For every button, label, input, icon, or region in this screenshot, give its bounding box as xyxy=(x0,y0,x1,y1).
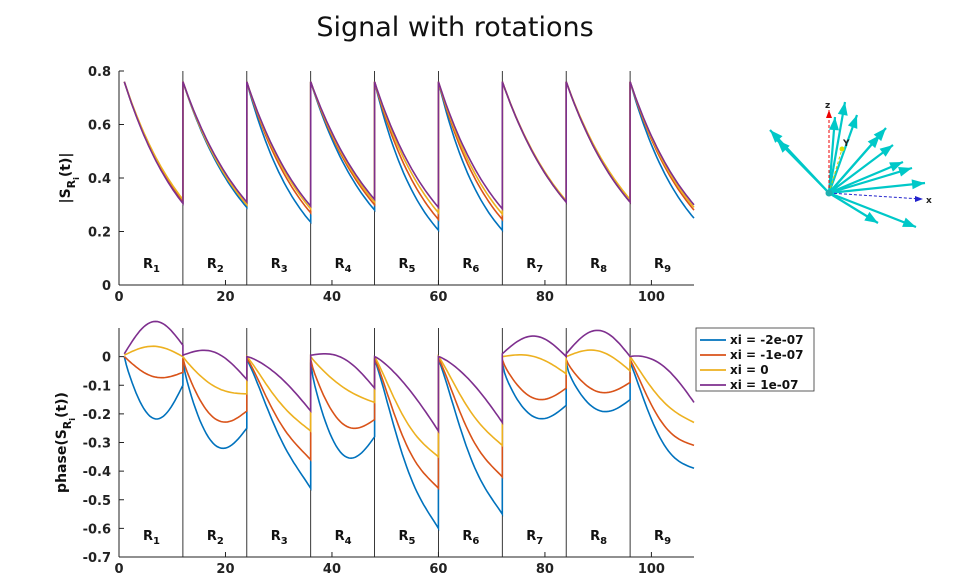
mag-y-axis-label: |SRi(t)| xyxy=(58,152,81,203)
rotation-arrow xyxy=(828,144,894,194)
magnitude-series-line xyxy=(123,81,695,217)
phase-y-tick-label: -0.3 xyxy=(83,437,111,452)
mag-x-tick-label: 100 xyxy=(638,290,665,305)
rotation-arrowhead xyxy=(829,117,839,131)
phase-x-tick-label: 20 xyxy=(216,562,234,577)
magnitude-series-line xyxy=(123,81,695,212)
phase-y-tick-label: -0.4 xyxy=(83,465,111,480)
mag-x-tick-label: 20 xyxy=(216,290,234,305)
phase-series-line xyxy=(123,345,695,459)
rotation-arrowhead xyxy=(889,162,903,172)
y-axis-line xyxy=(828,148,843,194)
phase-region-label: R8 xyxy=(590,529,607,547)
phase-y-axis-label: phase(SRi(t)) xyxy=(54,392,77,493)
rotation-arrowhead xyxy=(777,140,790,153)
rotation-arrow xyxy=(827,114,859,194)
phase-region-label: R1 xyxy=(143,529,160,547)
x-axis-arrowhead xyxy=(915,196,923,202)
magnitude-series-line xyxy=(123,81,695,233)
mag-region-label: R2 xyxy=(207,257,224,275)
mag-x-tick-label: 60 xyxy=(429,290,447,305)
rotation-arrow xyxy=(828,127,887,194)
mag-x-tick-label: 80 xyxy=(536,290,554,305)
legend-entry: xi = 0 xyxy=(730,363,769,377)
mag-region-label: R6 xyxy=(462,257,479,275)
phase-region-label: R5 xyxy=(399,529,416,547)
rotation-arrowhead xyxy=(879,145,893,157)
chart-title: Signal with rotations xyxy=(316,12,594,43)
phase-region-label: R4 xyxy=(335,529,352,547)
phase-region-label: R9 xyxy=(654,529,671,547)
phase-x-tick-label: 60 xyxy=(429,562,447,577)
mag-y-tick-label: 0.2 xyxy=(88,226,111,241)
mag-x-tick-label: 0 xyxy=(114,290,123,305)
y-axis-label: Y xyxy=(842,139,850,149)
mag-region-label: R1 xyxy=(143,257,160,275)
rotation-arrow xyxy=(828,160,904,195)
phase-y-tick-label: -0.1 xyxy=(83,379,111,394)
phase-region-label: R6 xyxy=(462,529,479,547)
mag-region-label: R3 xyxy=(271,257,288,275)
x-axis-line xyxy=(828,192,922,200)
phase-region-label: R2 xyxy=(207,529,224,547)
rotation-arrowhead xyxy=(864,211,878,223)
rotation-arrow xyxy=(828,191,917,229)
rotation-arrowhead xyxy=(770,130,783,143)
x-axis-label: x xyxy=(926,196,932,206)
phase-region-label: R3 xyxy=(271,529,288,547)
phase-x-tick-label: 80 xyxy=(536,562,554,577)
rotation-arrowhead xyxy=(873,128,886,142)
mag-x-tick-label: 40 xyxy=(323,290,341,305)
origin-point xyxy=(825,189,833,197)
mag-y-tick-label: 0 xyxy=(102,279,111,294)
rotation-axes-inset: z Yx xyxy=(769,101,932,229)
rotation-arrow xyxy=(827,101,847,194)
phase-series-line xyxy=(123,355,695,491)
phase-y-tick-label: -0.5 xyxy=(83,494,111,509)
phase-x-tick-label: 40 xyxy=(323,562,341,577)
mag-y-tick-label: 0.4 xyxy=(88,172,111,187)
rotation-arrowhead xyxy=(898,167,912,177)
phase-y-tick-label: -0.2 xyxy=(83,408,111,423)
z-axis-label: z xyxy=(825,101,830,111)
phase-x-tick-label: 100 xyxy=(638,562,665,577)
magnitude-plot: 0 20 40 60 80 100 0 0.2 0.4 0.6 0.8 R1 R2 R3 R4 R5 R6 R7 R… xyxy=(58,65,695,305)
rotation-arrow xyxy=(828,181,926,195)
rotation-arrowhead xyxy=(837,102,848,116)
rotation-arrow xyxy=(828,166,913,195)
phase-plot: 0 20 40 60 80 100 0 -0.1 -0.2 -0.3 -0.4 -0.5 -0.6 -0.… xyxy=(54,320,695,577)
phase-series-line xyxy=(123,320,695,434)
mag-y-tick-label: 0.8 xyxy=(88,65,111,80)
rotation-arrowhead xyxy=(847,115,858,129)
mag-region-label: R4 xyxy=(335,257,352,275)
legend-box xyxy=(695,327,815,392)
phase-y-tick-label: 0 xyxy=(102,351,111,366)
legend-entry: xi = 1e-07 xyxy=(730,378,798,392)
z-axis-arrowhead xyxy=(826,110,832,118)
phase-y-tick-label: -0.7 xyxy=(83,551,111,566)
mag-y-tick-label: 0.6 xyxy=(88,119,111,134)
rotation-arrowhead xyxy=(902,217,916,227)
mag-region-label: R8 xyxy=(590,257,607,275)
phase-y-tick-label: -0.6 xyxy=(83,522,111,537)
rotation-arrowhead xyxy=(911,179,925,190)
mag-region-label: R7 xyxy=(526,257,543,275)
phase-series-line xyxy=(123,356,695,532)
legend-entry: xi = -2e-07 xyxy=(730,333,803,347)
mag-region-label: R9 xyxy=(654,257,671,275)
legend-entry: xi = -1e-07 xyxy=(730,348,803,362)
phase-x-tick-label: 0 xyxy=(114,562,123,577)
y-axis-marker xyxy=(839,146,845,152)
mag-region-label: R5 xyxy=(399,257,416,275)
phase-region-label: R7 xyxy=(526,529,543,547)
